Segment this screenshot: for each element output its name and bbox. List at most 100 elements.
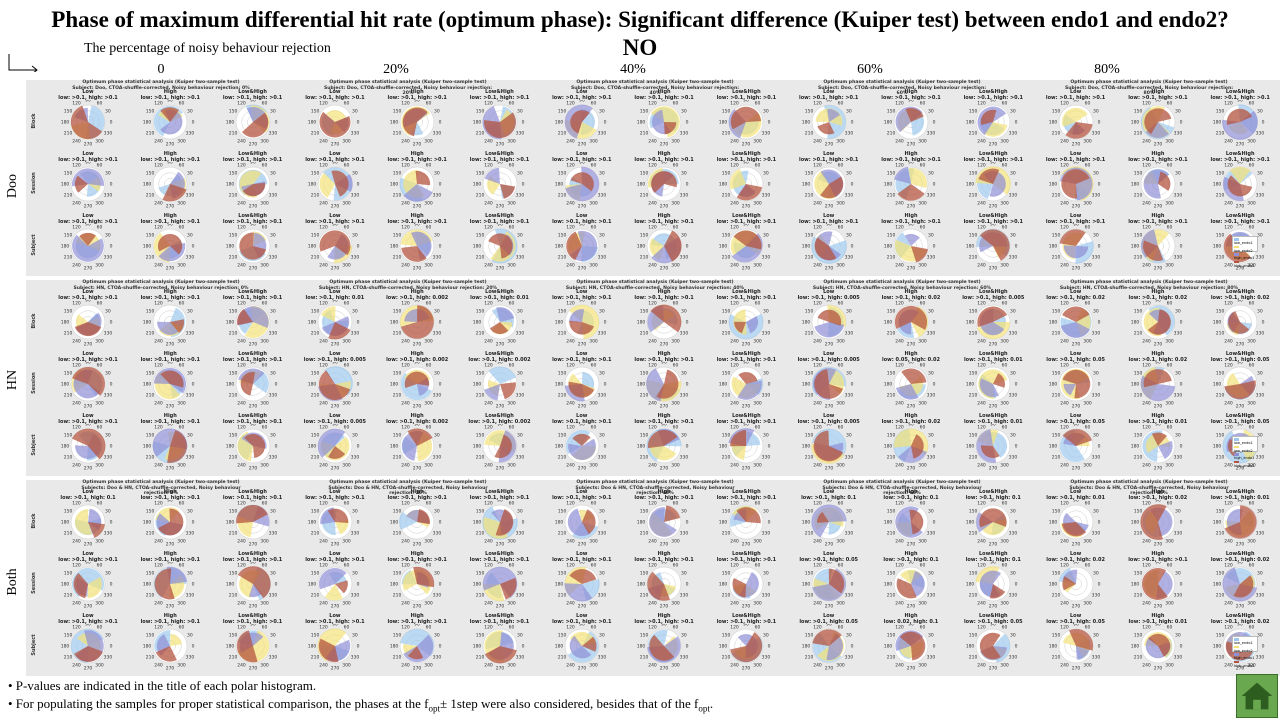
angle-tick-label: 120	[813, 624, 822, 630]
angle-tick-label: 180	[390, 644, 399, 650]
angle-tick-label: 300	[342, 201, 351, 207]
angle-tick-label: 330	[1256, 255, 1265, 261]
angle-tick-label: 150	[887, 509, 896, 515]
polar-histogram: Low&High low: >0.1, high: 0.002 90 60 30 0 330…	[460, 413, 540, 472]
angle-tick-label: 270	[331, 342, 340, 348]
angle-tick-label: 90	[414, 300, 420, 304]
angle-tick-label: 120	[72, 562, 81, 568]
angle-tick-label: 120	[1142, 100, 1151, 106]
polar-histogram: Low low: >0.1, high: >0.1 90 60 30 0 330 300 270…	[295, 151, 375, 210]
angle-tick-label: 240	[155, 139, 164, 145]
angle-tick-label: 0	[439, 120, 442, 126]
angle-tick-label: 270	[742, 204, 751, 210]
home-icon	[1241, 682, 1273, 710]
angle-tick-label: 120	[648, 500, 657, 506]
angle-tick-label: 150	[1134, 371, 1143, 377]
angle-tick-label: 90	[250, 162, 256, 166]
angle-tick-label: 240	[1142, 663, 1151, 669]
angle-tick-label: 330	[1173, 331, 1182, 337]
angle-tick-label: 180	[637, 444, 646, 450]
home-button[interactable]	[1236, 674, 1278, 718]
polar-histogram-title: Low&High low: >0.1, high: >0.1	[716, 151, 777, 163]
polar-histogram-title: High low: >0.1, high: >0.1	[634, 489, 694, 501]
angle-tick-label: 150	[1216, 509, 1225, 515]
angle-tick-label: 120	[895, 162, 904, 168]
angle-tick-label: 270	[413, 542, 422, 548]
angle-tick-label: 270	[742, 666, 751, 672]
angle-tick-label: 270	[660, 404, 669, 410]
angle-tick-label: 210	[558, 255, 567, 261]
polar-histogram-title: High low: >0.1, high: >0.1	[1128, 89, 1188, 101]
polar-histogram-title: High low: >0.1, high: >0.1	[387, 551, 447, 563]
angle-tick-label: 300	[1001, 463, 1010, 469]
angle-tick-label: 300	[342, 263, 351, 269]
angle-tick-label: 30	[681, 233, 687, 239]
histogram-wedge-high_endo2	[404, 371, 430, 388]
angle-tick-label: 210	[64, 593, 73, 599]
angle-tick-label: 0	[768, 444, 771, 450]
angle-tick-label: 90	[908, 224, 914, 228]
angle-tick-label: 30	[517, 433, 523, 439]
angle-tick-label: 0	[521, 520, 524, 526]
angle-tick-label: 240	[978, 263, 987, 269]
angle-tick-label: 330	[186, 393, 195, 399]
polar-histogram-title: Low&High low: >0.1, high: >0.1	[1210, 151, 1270, 163]
histogram-wedge-high_endo2	[905, 107, 924, 122]
polar-histogram-title: Low low: >0.1, high: >0.1	[58, 213, 118, 225]
histogram-wedge-high_endo1	[1157, 440, 1173, 459]
angle-tick-label: 60	[1002, 624, 1008, 630]
angle-tick-label: 60	[1002, 162, 1008, 168]
angle-tick-label: 0	[933, 520, 936, 526]
angle-tick-label: 270	[331, 142, 340, 148]
polar-histogram-title: High low: 0.05, high: 0.02	[882, 351, 940, 363]
angle-tick-label: 30	[270, 509, 276, 515]
angle-tick-label: 240	[401, 139, 410, 145]
angle-tick-label: 120	[1060, 224, 1069, 230]
angle-tick-label: 270	[578, 404, 587, 410]
angle-tick-label: 0	[356, 382, 359, 388]
angle-tick-label: 240	[648, 201, 657, 207]
angle-tick-label: 60	[1002, 362, 1008, 368]
angle-tick-label: 330	[680, 193, 689, 199]
histogram-wedge-high_endo2	[72, 428, 106, 460]
angle-tick-label: 240	[1142, 263, 1151, 269]
angle-tick-label: 150	[558, 371, 567, 377]
pct-label-40: 40%	[620, 62, 646, 77]
angle-tick-label: 150	[475, 509, 484, 515]
histogram-wedge-high_endo2	[651, 171, 678, 193]
histogram-wedge-high_endo2	[647, 571, 671, 601]
polar-histogram: Low&High low: >0.1, high: >0.1 90 60 30 0 330 3…	[213, 351, 293, 410]
angle-tick-label: 30	[434, 371, 440, 377]
angle-tick-label: 90	[332, 500, 338, 504]
angle-tick-label: 90	[332, 162, 338, 166]
angle-tick-label: 90	[414, 224, 420, 228]
angle-tick-label: 300	[1247, 463, 1256, 469]
polar-histogram-title: Low&High low: >0.1, high: 0.01	[963, 413, 1023, 425]
angle-tick-label: 0	[1015, 120, 1018, 126]
angle-tick-label: 270	[1236, 342, 1245, 348]
angle-tick-label: 210	[804, 131, 813, 137]
histogram-wedge-high_endo2	[155, 646, 178, 662]
angle-tick-label: 0	[1097, 244, 1100, 250]
angle-tick-label: 240	[566, 463, 575, 469]
angle-tick-label: 60	[1167, 562, 1173, 568]
angle-tick-label: 270	[578, 466, 587, 472]
angle-tick-label: 150	[1216, 233, 1225, 239]
angle-tick-label: 270	[989, 342, 998, 348]
angle-tick-label: 330	[680, 255, 689, 261]
angle-tick-label: 330	[268, 131, 277, 137]
angle-tick-label: 330	[844, 193, 853, 199]
angle-tick-label: 0	[768, 244, 771, 250]
angle-tick-label: 300	[671, 339, 680, 345]
polar-histogram: High low: >0.1, high: 0.002 90 60 30 0 330 300 2…	[377, 289, 457, 348]
polar-histogram: High low: >0.1, high: >0.1 90 60 30 0 330 300 27…	[377, 151, 457, 210]
angle-tick-label: 90	[1237, 562, 1243, 566]
histogram-wedge-high_endo2	[901, 368, 927, 384]
polar-histogram: High low: >0.1, high: 0.002 90 60 30 0 330 300 2…	[377, 351, 457, 410]
angle-tick-label: 30	[846, 109, 852, 115]
angle-tick-label: 90	[908, 362, 914, 366]
angle-tick-label: 330	[844, 331, 853, 337]
angle-tick-label: 0	[192, 444, 195, 450]
angle-tick-label: 300	[1001, 339, 1010, 345]
angle-tick-label: 60	[97, 224, 103, 230]
